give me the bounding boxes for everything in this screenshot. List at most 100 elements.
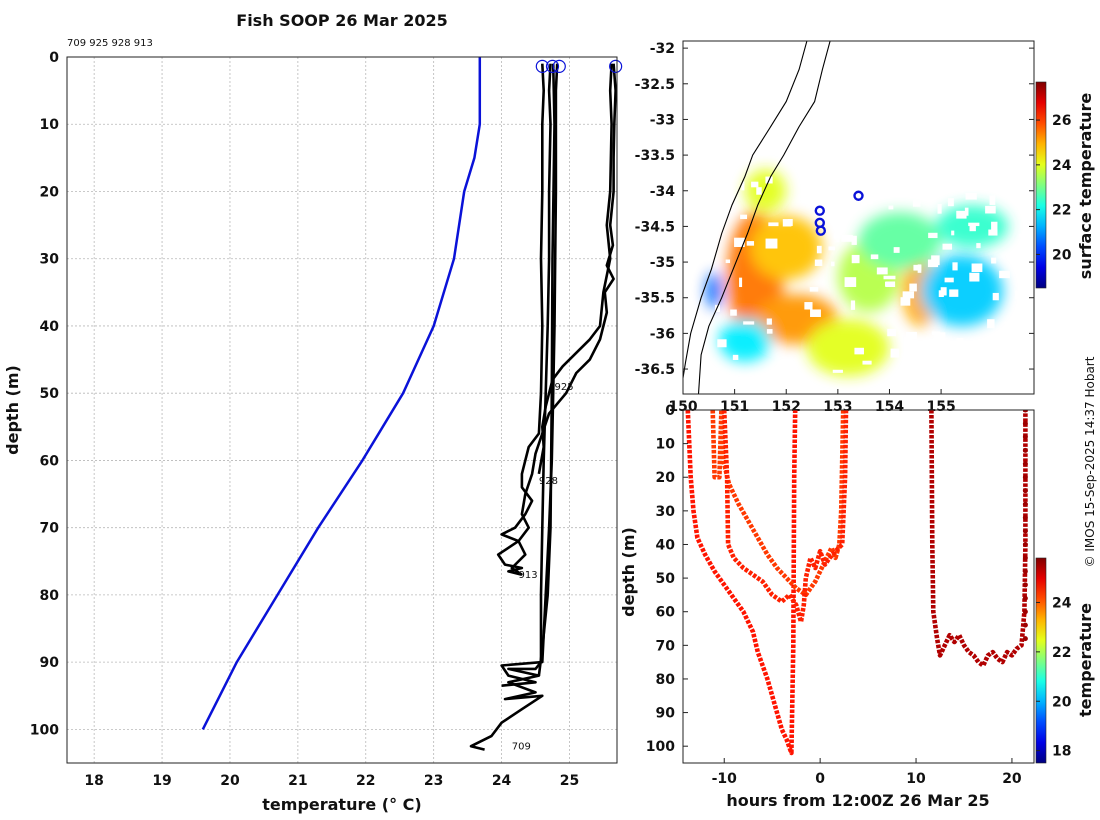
cloud-gap (933, 332, 946, 341)
cloud-gap (847, 206, 857, 214)
cloud-gap (989, 195, 996, 205)
cloud-gap (714, 221, 719, 225)
cloud-gap (931, 331, 941, 336)
profile-x-tick-label: 19 (152, 773, 171, 789)
cloud-gap (862, 360, 872, 365)
cloud-gap (890, 348, 900, 358)
cloud-gap (919, 373, 927, 378)
cloud-gap (832, 369, 843, 373)
cloud-gap (804, 302, 813, 310)
cloud-gap (741, 181, 745, 191)
section-dot (1022, 609, 1028, 615)
profile-x-tick-label: 25 (560, 773, 579, 789)
section-dot (1022, 555, 1028, 561)
cloud-gap (908, 361, 920, 367)
cloud-gap (756, 187, 762, 195)
cloud-gap (928, 367, 934, 373)
cloud-gap (902, 291, 915, 299)
sst-colorbar-tick-label: 20 (1052, 247, 1072, 263)
profile-x-axis-label: temperature (° C) (262, 795, 421, 814)
cloud-gap (751, 181, 759, 188)
section-y-tick-label: 50 (656, 571, 676, 587)
map-y-tick-label: -32.5 (635, 77, 675, 93)
section-y-tick-label: 70 (656, 638, 676, 654)
sst-colorbar (1035, 81, 1047, 289)
cloud-gap (740, 214, 748, 220)
cloud-gap (887, 328, 897, 337)
temperature-colorbar (1035, 557, 1047, 764)
cloud-gap (1027, 215, 1034, 222)
cloud-gap (854, 347, 864, 355)
cloud-gap (1016, 175, 1027, 183)
cloud-gap (1015, 182, 1019, 188)
map-y-tick-label: -35.5 (635, 291, 675, 307)
figure-title: Fish SOOP 26 Mar 2025 (236, 11, 447, 30)
section-y-tick-label: 0 (665, 403, 675, 419)
section-dot (1022, 582, 1028, 588)
cloud-gap (931, 255, 940, 266)
cloud-gap (870, 254, 879, 260)
cloud-gap (1010, 257, 1020, 263)
section-x-tick-label: 0 (815, 771, 825, 787)
profile-x-tick-label: 21 (288, 773, 307, 789)
section-clip (685, 410, 1028, 756)
cloud-gap (863, 196, 867, 201)
sst-patch (858, 212, 942, 270)
profile-line-extra2 (537, 63, 556, 676)
section-x-axis-label: hours from 12:00Z 26 Mar 25 (726, 791, 989, 810)
section-dot (1022, 636, 1028, 642)
cloud-gap (949, 289, 959, 297)
cloud-gap (986, 179, 997, 186)
cloud-gap (714, 304, 720, 312)
cloud-gap (700, 372, 706, 378)
cloud-gap (944, 277, 954, 283)
cloud-gap (766, 329, 773, 334)
cloud-gap (991, 359, 1004, 370)
cloud-gap (876, 267, 888, 275)
station-marker (853, 190, 864, 201)
cloud-gap (746, 241, 755, 246)
profile-y-tick-label: 80 (40, 588, 60, 604)
section-y-tick-label: 20 (656, 470, 676, 486)
profile-plot-frame (66, 56, 618, 764)
map-y-tick-label: -34 (650, 184, 676, 200)
cloud-gap (782, 219, 792, 227)
cloud-gap (976, 243, 981, 249)
profile-y-axis-label: depth (m) (3, 365, 22, 455)
cloud-gap (999, 182, 1007, 188)
cloud-gap (937, 204, 942, 214)
cloud-gap (730, 309, 737, 316)
cloud-gap (810, 309, 821, 317)
profile-label-709: 709 (512, 742, 531, 753)
cloud-gap (952, 262, 958, 271)
section-plot: -10 0 10 20 0 10 20 30 40 50 60 70 80 90 100 (646, 403, 1028, 787)
section-dot (1022, 447, 1028, 453)
section-dot (1022, 528, 1028, 534)
cloud-gap (1000, 369, 1008, 376)
station-marker (815, 225, 827, 236)
section-dot (1022, 568, 1028, 574)
shelf-contour (697, 41, 831, 394)
cloud-gap (1004, 321, 1014, 329)
cloud-gap (954, 378, 962, 383)
sst-patch (706, 272, 722, 309)
map-x-tick-label: 151 (720, 399, 749, 415)
section-y-tick-label: 60 (656, 605, 676, 621)
cloud-gap (725, 259, 731, 264)
cloud-gap (947, 175, 954, 183)
surface-marker (535, 59, 549, 73)
cloud-gap (1017, 346, 1027, 354)
cloud-gap (809, 286, 819, 292)
station-marker (814, 205, 825, 216)
map-y-tick-label: -34.5 (635, 219, 675, 235)
cloud-gap (971, 263, 983, 273)
coastline (683, 41, 808, 382)
map-y-tick-label: -35 (650, 255, 675, 271)
cloud-gap (818, 187, 825, 197)
cloud-gap (905, 331, 917, 340)
cloud-gap (883, 275, 896, 280)
cloud-gap (833, 232, 841, 239)
profile-y-tick-label: 10 (40, 117, 60, 133)
profile-line-extra (500, 63, 559, 687)
